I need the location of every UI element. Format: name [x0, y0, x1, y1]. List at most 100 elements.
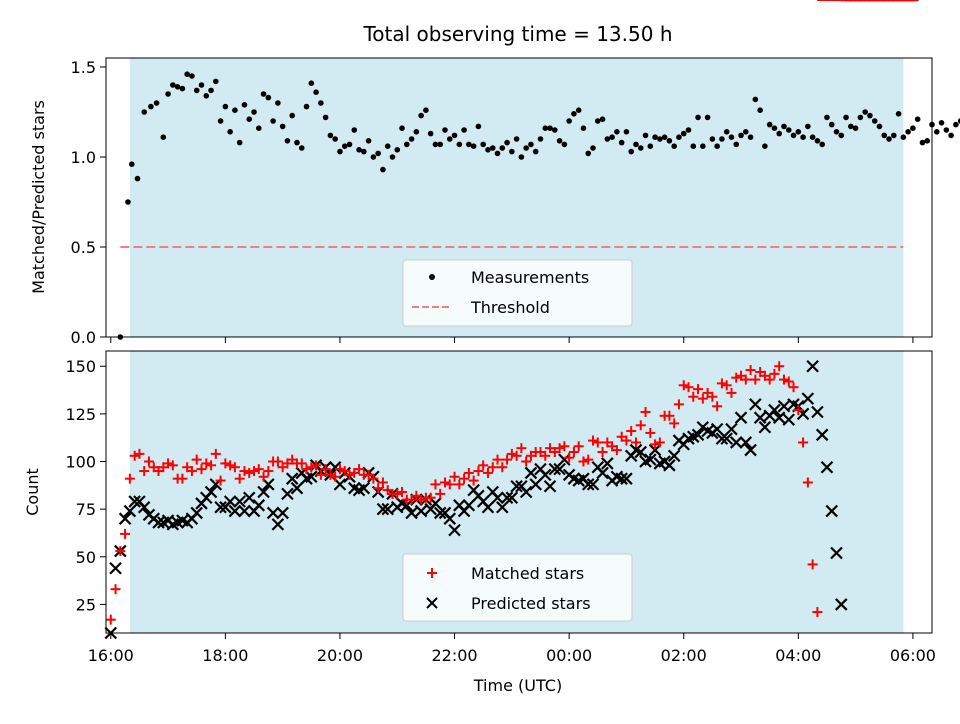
- measurement-point: [838, 132, 845, 139]
- measurement-point: [189, 73, 195, 79]
- matched-point: [201, 458, 212, 469]
- predicted-point: [257, 485, 270, 499]
- measurement-point: [279, 123, 286, 130]
- top-legend-box: [402, 259, 633, 327]
- predicted-point: [429, 497, 442, 510]
- measurement-point: [685, 127, 692, 133]
- matched-point: [559, 441, 570, 452]
- measurement-point: [470, 143, 477, 149]
- matched-point: [120, 528, 131, 539]
- predicted-point: [152, 516, 165, 529]
- measurement-point: [580, 125, 587, 131]
- measurement-point: [446, 136, 453, 142]
- measurement-point: [413, 129, 420, 135]
- matched-point: [669, 418, 680, 429]
- matched-point: [330, 471, 341, 482]
- predicted-point: [710, 422, 724, 436]
- bottom-ytick-label: 100: [65, 453, 96, 472]
- matched-point: [177, 473, 188, 484]
- matched-point: [139, 466, 150, 477]
- measurement-point: [680, 130, 687, 137]
- bottom-xlabel: Time (UTC): [473, 676, 562, 695]
- measurement-point: [523, 145, 529, 151]
- predicted-point: [749, 398, 762, 411]
- predicted-point: [109, 561, 122, 575]
- predicted-point: [548, 462, 562, 476]
- matched-point: [673, 399, 684, 410]
- measurement-point: [886, 136, 892, 142]
- predicted-point: [357, 481, 371, 495]
- measurement-point: [771, 125, 778, 131]
- predicted-point: [835, 598, 848, 611]
- measurement-point: [236, 139, 243, 146]
- bottom-xtick-label: 02:00: [661, 646, 707, 665]
- legend-predicted-marker: [426, 597, 438, 609]
- matched-point: [492, 454, 503, 465]
- matched-point: [459, 473, 470, 484]
- measurement-point: [924, 138, 931, 144]
- bottom-legend-box: [402, 553, 633, 622]
- matched-point: [678, 380, 689, 391]
- predicted-point: [634, 445, 648, 459]
- measurement-point: [198, 82, 205, 88]
- measurement-point: [294, 139, 300, 146]
- bottom-xtick-label: 16:00: [88, 646, 134, 665]
- measurement-point: [594, 118, 601, 124]
- matched-point: [750, 374, 761, 385]
- top-axes: 0.0 0.5 1.0 1.5: [71, 58, 914, 347]
- matched-point: [392, 488, 403, 499]
- measurement-point: [876, 123, 883, 130]
- measurement-point: [919, 139, 926, 146]
- matched-point: [186, 466, 197, 477]
- measurement-point: [647, 143, 654, 149]
- measurement-point: [241, 102, 248, 108]
- predicted-point: [290, 481, 304, 495]
- matched-point: [478, 460, 489, 471]
- matched-point: [325, 469, 336, 480]
- measurement-point: [298, 145, 305, 151]
- measurement-point: [552, 127, 558, 133]
- measurement-point: [666, 138, 673, 144]
- measurement-point: [785, 127, 792, 133]
- measurement-point: [375, 150, 381, 157]
- predicted-point: [271, 518, 285, 531]
- measurement-point: [957, 118, 960, 124]
- measurement-point: [857, 114, 864, 121]
- measurement-point: [628, 148, 635, 155]
- measurement-point: [504, 139, 510, 146]
- bottom-ytick-label: 75: [76, 500, 96, 519]
- predicted-point: [538, 468, 552, 482]
- predicted-point: [729, 436, 743, 449]
- measurement-point: [394, 147, 401, 153]
- measurement-point: [408, 136, 415, 142]
- matched-point: [373, 483, 384, 494]
- measurement-point: [341, 143, 348, 149]
- measurement-point: [485, 147, 491, 153]
- matched-point: [163, 458, 174, 469]
- predicted-point: [496, 500, 509, 514]
- measurement-point: [943, 127, 950, 133]
- matched-point: [812, 607, 823, 618]
- matched-point: [707, 391, 718, 402]
- measurement-point: [170, 82, 176, 88]
- matched-point: [726, 387, 737, 398]
- matched-point: [220, 458, 231, 469]
- predicted-point: [806, 359, 819, 373]
- measurement-point: [714, 143, 720, 149]
- measurement-point: [246, 116, 253, 122]
- measurement-point: [125, 199, 131, 205]
- measurement-point: [833, 129, 840, 135]
- matched-point: [487, 462, 498, 473]
- measurement-point: [561, 141, 568, 148]
- measurement-point: [332, 136, 338, 142]
- matched-point: [764, 374, 775, 385]
- matched-point: [334, 464, 345, 475]
- predicted-point: [524, 466, 538, 480]
- measurement-point: [275, 100, 281, 106]
- matched-point: [588, 435, 599, 446]
- measurement-point: [752, 96, 759, 103]
- matched-point: [315, 469, 326, 480]
- predicted-point: [663, 459, 676, 472]
- matched-point: [564, 452, 575, 463]
- matched-point: [191, 454, 202, 465]
